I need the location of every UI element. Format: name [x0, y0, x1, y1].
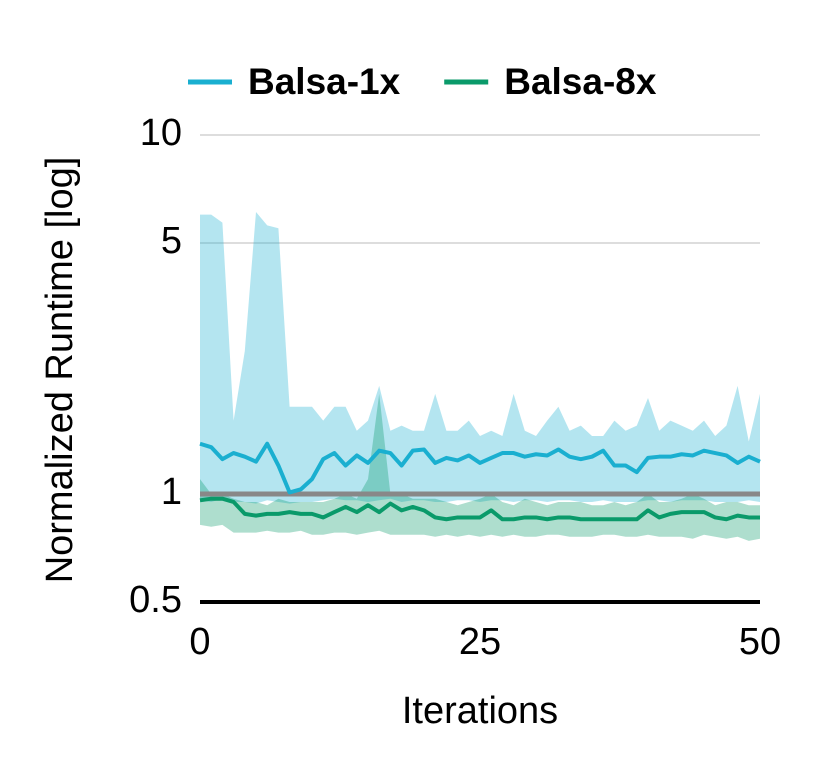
x-tick-label: 0 [189, 621, 210, 663]
series-line [199, 441, 761, 495]
x-tick-label: 25 [459, 621, 501, 663]
legend-label: Balsa-8x [504, 61, 657, 102]
band [200, 393, 760, 541]
y-tick-label: 5 [161, 220, 182, 262]
y-tick-label: 1 [161, 471, 182, 513]
band [200, 212, 760, 504]
x-axis-label: Iterations [402, 690, 558, 732]
y-tick-label: 0.5 [129, 579, 182, 621]
y-tick-label: 10 [140, 112, 182, 154]
y-axis-label: Normalized Runtime [log] [39, 157, 81, 584]
legend-label: Balsa-1x [248, 61, 401, 102]
series-line [199, 496, 760, 522]
x-tick-label: 50 [739, 621, 781, 663]
